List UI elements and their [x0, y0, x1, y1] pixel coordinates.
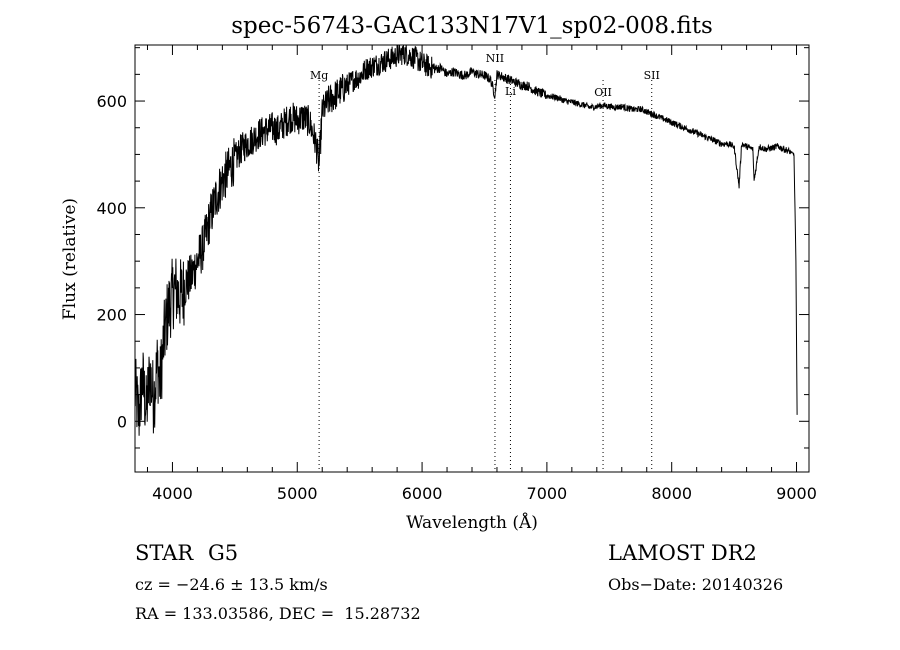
- spectral-line-label: Li: [505, 85, 516, 98]
- plot-frame: [134, 44, 810, 473]
- plot-area: Mg NII Li OII SII 4000 5000 6000 7000 8000 9000 0 20…: [96, 44, 817, 503]
- y-tick-label: 600: [96, 92, 127, 111]
- spectrum-series-line: [135, 45, 798, 436]
- x-tick-label: 5000: [277, 484, 318, 503]
- spectral-line-label: NII: [486, 52, 504, 65]
- x-tick-label: 8000: [651, 484, 692, 503]
- spectral-line-label: OII: [594, 86, 612, 99]
- object-class: STAR: [135, 541, 194, 565]
- x-tick-label: 4000: [152, 484, 193, 503]
- x-tick-label: 7000: [527, 484, 568, 503]
- ra-dec-coordinates: RA = 133.03586, DEC = 15.28732: [135, 604, 421, 623]
- y-axis-label: Flux (relative): [60, 198, 80, 320]
- object-subclass: G5: [208, 541, 239, 565]
- y-tick-label: 400: [96, 199, 127, 218]
- spectral-line-label: Mg: [310, 69, 328, 82]
- survey-name: LAMOST DR2: [608, 541, 757, 565]
- x-axis-label: Wavelength (Å): [406, 512, 538, 533]
- observation-date: Obs−Date: 20140326: [608, 575, 784, 594]
- x-tick-label: 9000: [776, 484, 817, 503]
- cz-value: cz = −24.6 ± 13.5 km/s: [135, 575, 328, 594]
- x-tick-label: 6000: [402, 484, 443, 503]
- chart-title: spec-56743-GAC133N17V1_sp02-008.fits: [231, 13, 713, 39]
- y-tick-label: 200: [96, 306, 127, 325]
- spectral-line-label: SII: [644, 69, 660, 82]
- y-tick-label: 0: [117, 412, 127, 431]
